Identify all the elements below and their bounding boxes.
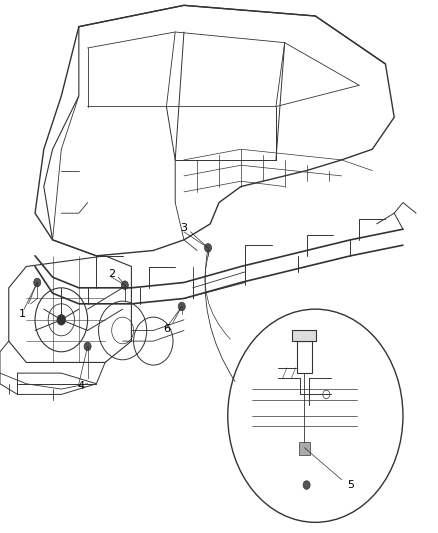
Circle shape [121, 281, 128, 289]
Text: 5: 5 [347, 480, 354, 490]
Text: 1: 1 [18, 310, 25, 319]
Circle shape [84, 342, 91, 351]
Circle shape [57, 314, 66, 325]
Polygon shape [299, 442, 310, 455]
Circle shape [303, 481, 310, 489]
Text: 3: 3 [180, 223, 187, 233]
Text: 6: 6 [163, 325, 170, 334]
Circle shape [178, 302, 185, 311]
Polygon shape [293, 330, 316, 341]
Text: 2: 2 [108, 270, 115, 279]
Circle shape [205, 244, 212, 252]
Circle shape [34, 278, 41, 287]
Text: 4: 4 [78, 382, 85, 391]
